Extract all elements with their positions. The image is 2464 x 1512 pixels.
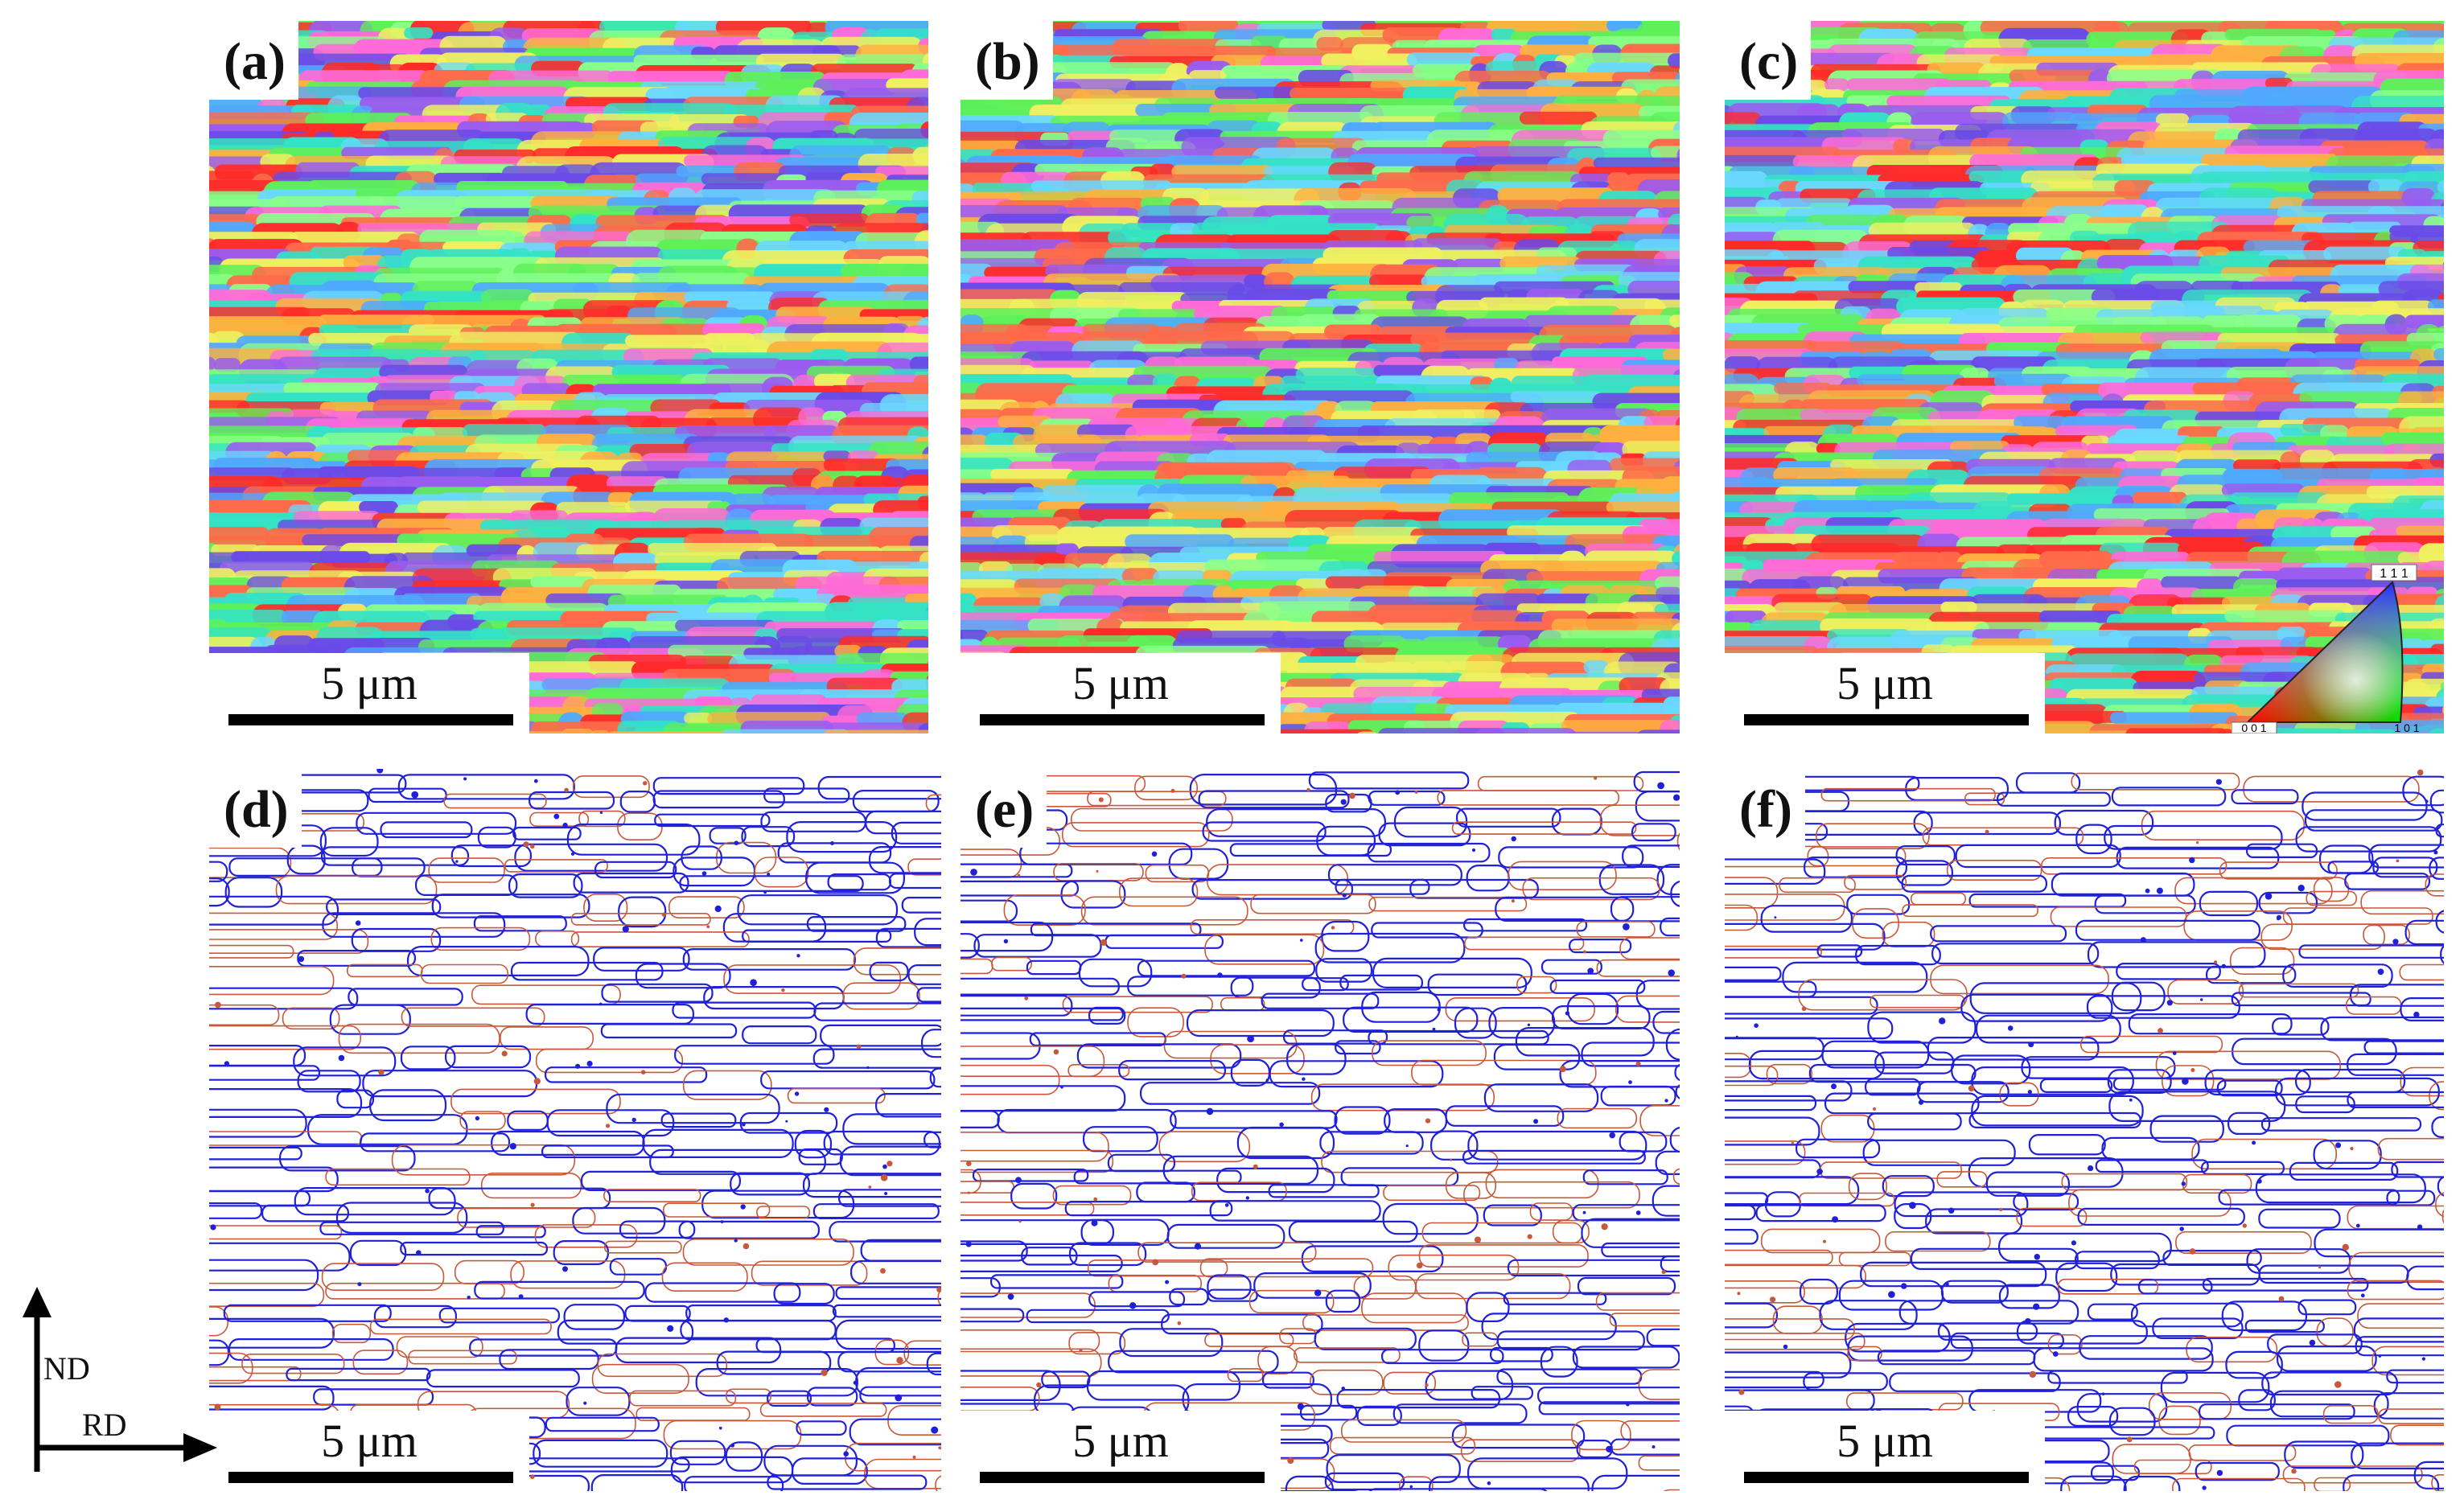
sample-axes: ND RD [16, 1287, 217, 1480]
grain-boundary-map [1725, 769, 2444, 1491]
scale-bar-label: 5 μm [321, 657, 418, 709]
ipf-label-001: 0 0 1 [2241, 721, 2266, 733]
rd-axis-label: RD [82, 1407, 127, 1443]
scale-bar: 5 μm [209, 653, 529, 733]
scale-bar-line [228, 1472, 513, 1483]
ipf-orientation-map [209, 21, 928, 733]
grain-boundary-map [961, 770, 1680, 1491]
nd-arrowhead-icon [23, 1287, 51, 1317]
scale-bar-line [1744, 714, 2029, 725]
panel-label: (b) [961, 21, 1053, 100]
scale-bar: 5 μm [961, 653, 1281, 733]
scale-bar-label: 5 μm [321, 1415, 418, 1467]
scale-bar: 5 μm [961, 1411, 1281, 1491]
panel-a-ipf-map: (a) 5 μm [209, 21, 928, 733]
panel-f-boundary-map: (f) 5 μm [1725, 769, 2444, 1491]
panel-e-boundary-map: (e) 5 μm [961, 769, 1680, 1491]
scale-bar: 5 μm [1725, 1411, 2045, 1491]
ipf-color-key-triangle: 1 1 1 0 0 1 1 0 1 [2232, 564, 2420, 733]
scale-bar-line [1744, 1472, 2029, 1483]
panel-label: (a) [209, 21, 298, 100]
scale-bar-label: 5 μm [1072, 1415, 1169, 1467]
nd-axis-label: ND [43, 1350, 90, 1387]
scale-bar: 5 μm [209, 1411, 529, 1491]
scale-bar-line [228, 714, 513, 725]
panel-b-ipf-map: (b) 5 μm [961, 21, 1680, 733]
panel-label: (e) [961, 769, 1047, 848]
scale-bar-label: 5 μm [1837, 1415, 1933, 1467]
scale-bar-line [980, 714, 1265, 725]
panel-label: (f) [1725, 769, 1805, 848]
panel-label: (d) [209, 769, 302, 848]
grain-boundary-map [209, 769, 941, 1491]
scale-bar: 5 μm [1725, 653, 2045, 733]
scale-bar-label: 5 μm [1837, 657, 1933, 709]
rd-arrowhead-icon [183, 1433, 217, 1462]
panel-c-ipf-map: (c) 5 μm 1 1 1 0 0 1 1 0 1 [1725, 21, 2444, 733]
ipf-orientation-map [961, 21, 1680, 733]
axes-arrows [23, 1287, 217, 1472]
scale-bar-label: 5 μm [1072, 657, 1169, 709]
panel-d-boundary-map: (d) 5 μm [209, 769, 941, 1491]
panel-label: (c) [1725, 21, 1812, 100]
ipf-label-101: 1 0 1 [2394, 721, 2419, 733]
ipf-label-111: 1 1 1 [2380, 567, 2408, 581]
scale-bar-line [980, 1472, 1265, 1483]
